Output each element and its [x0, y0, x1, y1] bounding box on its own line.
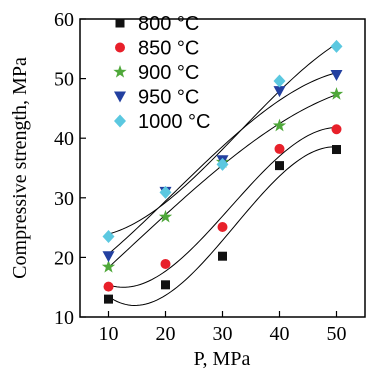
legend-label: 800 °C	[138, 13, 199, 35]
data-point	[217, 222, 228, 233]
x-axis-label: P, MPa	[194, 348, 251, 370]
legend-label: 900 °C	[138, 62, 199, 84]
x-tick-label: 30	[213, 323, 233, 345]
data-point	[329, 87, 344, 100]
data-point	[331, 124, 342, 135]
data-point	[272, 118, 287, 132]
x-tick-label: 50	[327, 323, 347, 345]
data-point	[104, 294, 113, 304]
data-point	[161, 280, 170, 290]
data-points	[101, 39, 344, 304]
y-tick-label: 20	[54, 247, 74, 269]
axis-ticks: 10 20 30 40 50 10 20 30 40 50 60	[54, 9, 347, 345]
data-point	[159, 185, 172, 199]
legend-marker	[115, 42, 125, 53]
data-point	[273, 74, 286, 88]
data-point	[330, 70, 343, 82]
data-point	[102, 251, 115, 263]
fit-curve	[108, 43, 337, 235]
legend-marker	[115, 18, 125, 28]
legend-marker	[114, 91, 126, 103]
data-point	[158, 209, 173, 223]
y-tick-label: 10	[54, 307, 74, 329]
fit-curve	[108, 72, 337, 255]
data-point	[102, 230, 115, 244]
y-tick-label: 50	[54, 69, 74, 91]
data-point	[216, 157, 229, 171]
x-tick-label: 10	[99, 323, 119, 345]
y-tick-label: 60	[54, 9, 74, 31]
data-point	[103, 281, 114, 292]
y-tick-label: 30	[54, 188, 74, 210]
data-point	[160, 258, 171, 269]
data-point	[274, 143, 285, 154]
fit-curve	[108, 146, 337, 306]
legend-label: 1000 °C	[138, 111, 211, 133]
x-tick-label: 20	[156, 323, 176, 345]
fit-curve	[108, 126, 337, 288]
legend-marker	[114, 114, 126, 128]
y-axis-label: Compressive strength, MPa	[9, 57, 31, 279]
data-point	[330, 39, 343, 53]
x-tick-label: 40	[270, 323, 290, 345]
legend-label: 950 °C	[138, 87, 199, 109]
y-tick-label: 40	[54, 128, 74, 150]
data-point	[101, 259, 116, 273]
legend-marker	[113, 65, 127, 78]
legend-label: 850 °C	[138, 38, 199, 60]
data-point	[332, 145, 341, 155]
data-point	[273, 86, 286, 98]
data-point	[275, 161, 284, 171]
data-point	[218, 251, 227, 261]
